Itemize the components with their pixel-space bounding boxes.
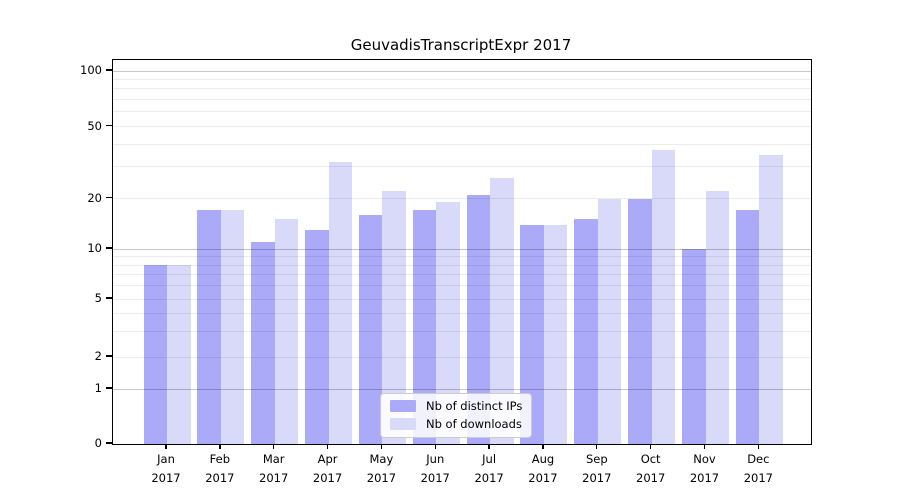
y-tick-20: [106, 196, 112, 199]
chart-title: GeuvadisTranscriptExpr 2017: [350, 36, 572, 54]
bar-distinct_ips-may: [358, 214, 383, 444]
x-tick-jan: [165, 444, 167, 449]
x-tick-label-apr: Apr 2017: [312, 452, 343, 485]
legend-item-distinct_ips: Nb of distinct IPs: [390, 399, 522, 413]
bar-downloads-dec: [759, 154, 783, 444]
legend-label-downloads: Nb of downloads: [426, 417, 522, 431]
x-tick-label-may: May 2017: [366, 452, 397, 485]
y-tick-label-10: 10: [87, 241, 102, 255]
plot-area: Nb of distinct IPs Nb of downloads: [112, 59, 812, 445]
legend-swatch-distinct_ips: [390, 400, 416, 412]
bar-downloads-sep: [597, 198, 622, 444]
bar-downloads-apr: [328, 161, 353, 444]
y-tick-label-20: 20: [87, 190, 102, 205]
bar-downloads-feb: [220, 210, 245, 444]
y-tick-label-0: 0: [94, 436, 102, 450]
x-tick-sep: [596, 444, 598, 449]
x-tick-may: [380, 444, 383, 449]
bar-downloads-mar: [274, 219, 299, 444]
y-tick-label-50: 50: [87, 118, 102, 133]
x-tick-label-oct: Oct 2017: [636, 452, 666, 485]
y-tick-100: [106, 69, 112, 71]
legend-label-distinct_ips: Nb of distinct IPs: [426, 399, 523, 413]
bar-downloads-jul: [490, 177, 514, 444]
bar-downloads-jan: [167, 265, 191, 444]
x-tick-mar: [273, 444, 275, 449]
x-tick-label-jan: Jan 2017: [151, 452, 181, 485]
x-tick-nov: [703, 444, 706, 449]
legend: Nb of distinct IPs Nb of downloads: [380, 393, 533, 438]
bar-distinct_ips-nov: [682, 249, 706, 444]
bar-distinct_ips-mar: [251, 242, 275, 444]
bar-distinct_ips-apr: [305, 229, 329, 444]
x-tick-jun: [434, 444, 436, 449]
y-tick-50: [106, 124, 112, 127]
gridline-minor-90: [113, 78, 811, 80]
y-tick-1: [106, 387, 112, 389]
x-tick-label-aug: Aug 2017: [528, 452, 558, 485]
bar-distinct_ips-feb: [197, 210, 221, 444]
gridline-minor-50: [113, 126, 811, 127]
gridline-minor-30: [113, 166, 811, 168]
gridline-minor-80: [113, 88, 811, 90]
bar-distinct_ips-sep: [574, 219, 598, 444]
gridline-minor-60: [113, 111, 811, 113]
y-tick-10: [106, 247, 112, 249]
bar-downloads-aug: [543, 224, 568, 444]
gridline-major-100: [113, 70, 811, 72]
x-tick-feb: [219, 444, 221, 449]
gridline-minor-40: [113, 143, 811, 145]
x-tick-oct: [649, 444, 652, 449]
y-tick-0: [106, 442, 112, 444]
bar-distinct_ips-jun: [412, 210, 437, 444]
bar-distinct_ips-jan: [143, 265, 167, 444]
y-tick-2: [106, 355, 112, 357]
x-tick-label-dec: Dec 2017: [743, 452, 773, 485]
x-tick-label-sep: Sep 2017: [582, 452, 612, 485]
legend-swatch-downloads: [390, 418, 416, 430]
x-tick-label-feb: Feb 2017: [205, 452, 235, 485]
bar-distinct_ips-oct: [628, 198, 652, 444]
y-tick-label-5: 5: [94, 291, 102, 305]
gridline-minor-70: [113, 99, 811, 101]
x-tick-dec: [757, 444, 760, 449]
y-tick-label-100: 100: [80, 63, 102, 77]
x-tick-jul: [488, 444, 490, 449]
bar-distinct_ips-dec: [735, 210, 760, 444]
x-tick-label-nov: Nov 2017: [689, 452, 720, 485]
bar-downloads-nov: [705, 191, 729, 444]
x-tick-aug: [542, 444, 544, 449]
y-tick-label-1: 1: [94, 381, 102, 395]
x-tick-apr: [326, 444, 329, 449]
x-tick-label-jun: Jun 2017: [420, 452, 450, 485]
y-tick-5: [106, 297, 112, 299]
x-tick-label-mar: Mar 2017: [259, 452, 289, 485]
x-tick-label-jul: Jul 2017: [474, 452, 504, 485]
bar-downloads-may: [382, 191, 406, 444]
bar-downloads-oct: [651, 150, 676, 444]
bar-downloads-jun: [436, 202, 460, 444]
y-tick-label-2: 2: [94, 349, 102, 363]
legend-item-downloads: Nb of downloads: [390, 417, 522, 431]
